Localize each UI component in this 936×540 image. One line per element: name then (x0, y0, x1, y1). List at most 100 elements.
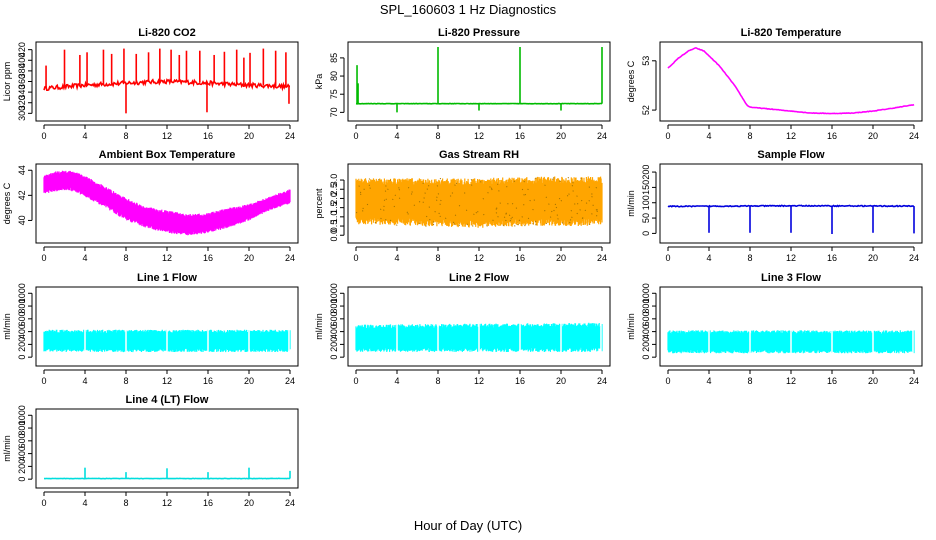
x-tick-label: 20 (556, 253, 566, 263)
y-tick-label: 150 (641, 180, 651, 195)
y-tick-label: 0 (641, 355, 651, 360)
panel-title: Ambient Box Temperature (99, 149, 236, 161)
plot-frame (659, 41, 923, 122)
plot-frame (35, 41, 299, 122)
x-tick-label: 4 (706, 131, 711, 141)
panel-title: Line 1 Flow (137, 272, 197, 284)
y-tick-label: 400 (17, 324, 27, 339)
y-tick-label: 70 (329, 107, 339, 117)
panel-title: Li-820 Pressure (438, 27, 520, 39)
y-tick-label: 200 (641, 165, 651, 180)
x-tick-label: 16 (515, 131, 525, 141)
x-tick-label: 24 (597, 376, 607, 386)
panel-9: Line 3 Flow ml/min 0 4 8 12 16 20 24 0 20040060080… (626, 272, 923, 386)
x-tick-label: 16 (827, 253, 837, 263)
x-tick-label: 16 (827, 376, 837, 386)
x-tick-label: 20 (244, 131, 254, 141)
y-tick-label: 800 (17, 299, 27, 314)
x-tick-label: 16 (203, 253, 213, 263)
y-axis: 52 53 (641, 56, 657, 115)
plot-frame (35, 163, 299, 244)
panel-4: Ambient Box Temperature degrees C 0 4 8 12 16 2… (2, 149, 299, 263)
y-tick-label: 0 (329, 355, 339, 360)
x-tick-label: 24 (597, 253, 607, 263)
series-band (43, 170, 291, 236)
y-tick-label: 300 (17, 106, 27, 121)
panel-title: Line 3 Flow (761, 272, 821, 284)
x-tick-label: 12 (786, 376, 796, 386)
x-tick-label: 20 (244, 498, 254, 508)
y-axis-label: percent (314, 188, 324, 219)
y-tick-label: 0 (641, 231, 651, 236)
y-tick-label: 2.5 (329, 183, 339, 196)
x-tick-label: 4 (82, 131, 87, 141)
x-tick-label: 16 (203, 131, 213, 141)
x-tick-label: 8 (123, 376, 128, 386)
x-tick-label: 0 (665, 131, 670, 141)
x-tick-label: 8 (747, 131, 752, 141)
x-tick-label: 12 (474, 253, 484, 263)
x-tick-label: 4 (82, 376, 87, 386)
x-tick-label: 24 (909, 253, 919, 263)
y-axis-label: ml/min (2, 313, 12, 340)
y-tick-label: 53 (641, 56, 651, 66)
x-tick-label: 12 (162, 376, 172, 386)
y-axis-label: kPa (314, 74, 324, 90)
x-tick-label: 4 (394, 131, 399, 141)
x-tick-label: 20 (556, 376, 566, 386)
x-tick-label: 4 (82, 253, 87, 263)
x-tick-label: 4 (706, 253, 711, 263)
y-tick-label: 600 (17, 433, 27, 448)
x-tick-label: 12 (474, 376, 484, 386)
x-tick-label: 20 (868, 253, 878, 263)
series-line (43, 77, 290, 92)
y-axis: 0.00.51.01.52.02.53.0 (329, 174, 345, 241)
x-tick-label: 16 (515, 376, 525, 386)
x-tick-label: 20 (556, 131, 566, 141)
x-tick-label: 4 (706, 376, 711, 386)
x-tick-label: 24 (285, 498, 295, 508)
x-axis: 0 4 8 12 16 20 24 (353, 369, 607, 386)
y-tick-label: 200 (17, 337, 27, 352)
y-tick-label: 800 (641, 299, 651, 314)
y-tick-label: 380 (17, 63, 27, 78)
x-axis-label: Hour of Day (UTC) (413, 518, 523, 533)
y-axis: 40 42 44 (17, 165, 33, 225)
x-axis: 0 4 8 12 16 20 24 (41, 246, 295, 263)
x-tick-label: 0 (665, 253, 670, 263)
x-axis: 0 4 8 12 16 20 24 (41, 491, 295, 508)
x-axis: 0 4 8 12 16 20 24 (41, 369, 295, 386)
y-tick-label: 2.0 (329, 192, 339, 205)
x-tick-label: 24 (285, 253, 295, 263)
x-tick-label: 8 (747, 376, 752, 386)
y-axis-label: degrees C (626, 60, 636, 102)
x-axis: 0 4 8 12 16 20 24 (353, 124, 607, 141)
y-tick-label: 0 (17, 477, 27, 482)
y-tick-label: 100 (641, 195, 651, 210)
panel-title: Li-820 CO2 (138, 27, 195, 39)
y-tick-label: 600 (17, 311, 27, 326)
y-tick-label: 40 (17, 215, 27, 225)
x-axis: 0 4 8 12 16 20 24 (41, 124, 295, 141)
y-tick-label: 400 (17, 446, 27, 461)
y-tick-label: 42 (17, 190, 27, 200)
x-tick-label: 20 (868, 131, 878, 141)
plot-frame (659, 286, 923, 367)
x-tick-label: 0 (353, 253, 358, 263)
x-tick-label: 24 (909, 131, 919, 141)
plot-frame (35, 408, 299, 489)
y-axis-label: ml/min (2, 435, 12, 462)
panel-title: Line 2 Flow (449, 272, 509, 284)
series-points (355, 176, 598, 227)
y-axis-label: ml/min (626, 313, 636, 340)
y-tick-label: 1000 (329, 283, 339, 303)
plot-frame (347, 41, 611, 122)
y-tick-label: 1000 (17, 283, 27, 303)
y-tick-label: 340 (17, 85, 27, 100)
panel-5: Gas Stream RH percent 0 4 8 12 16 20 24 0.00.51.0… (314, 149, 611, 263)
